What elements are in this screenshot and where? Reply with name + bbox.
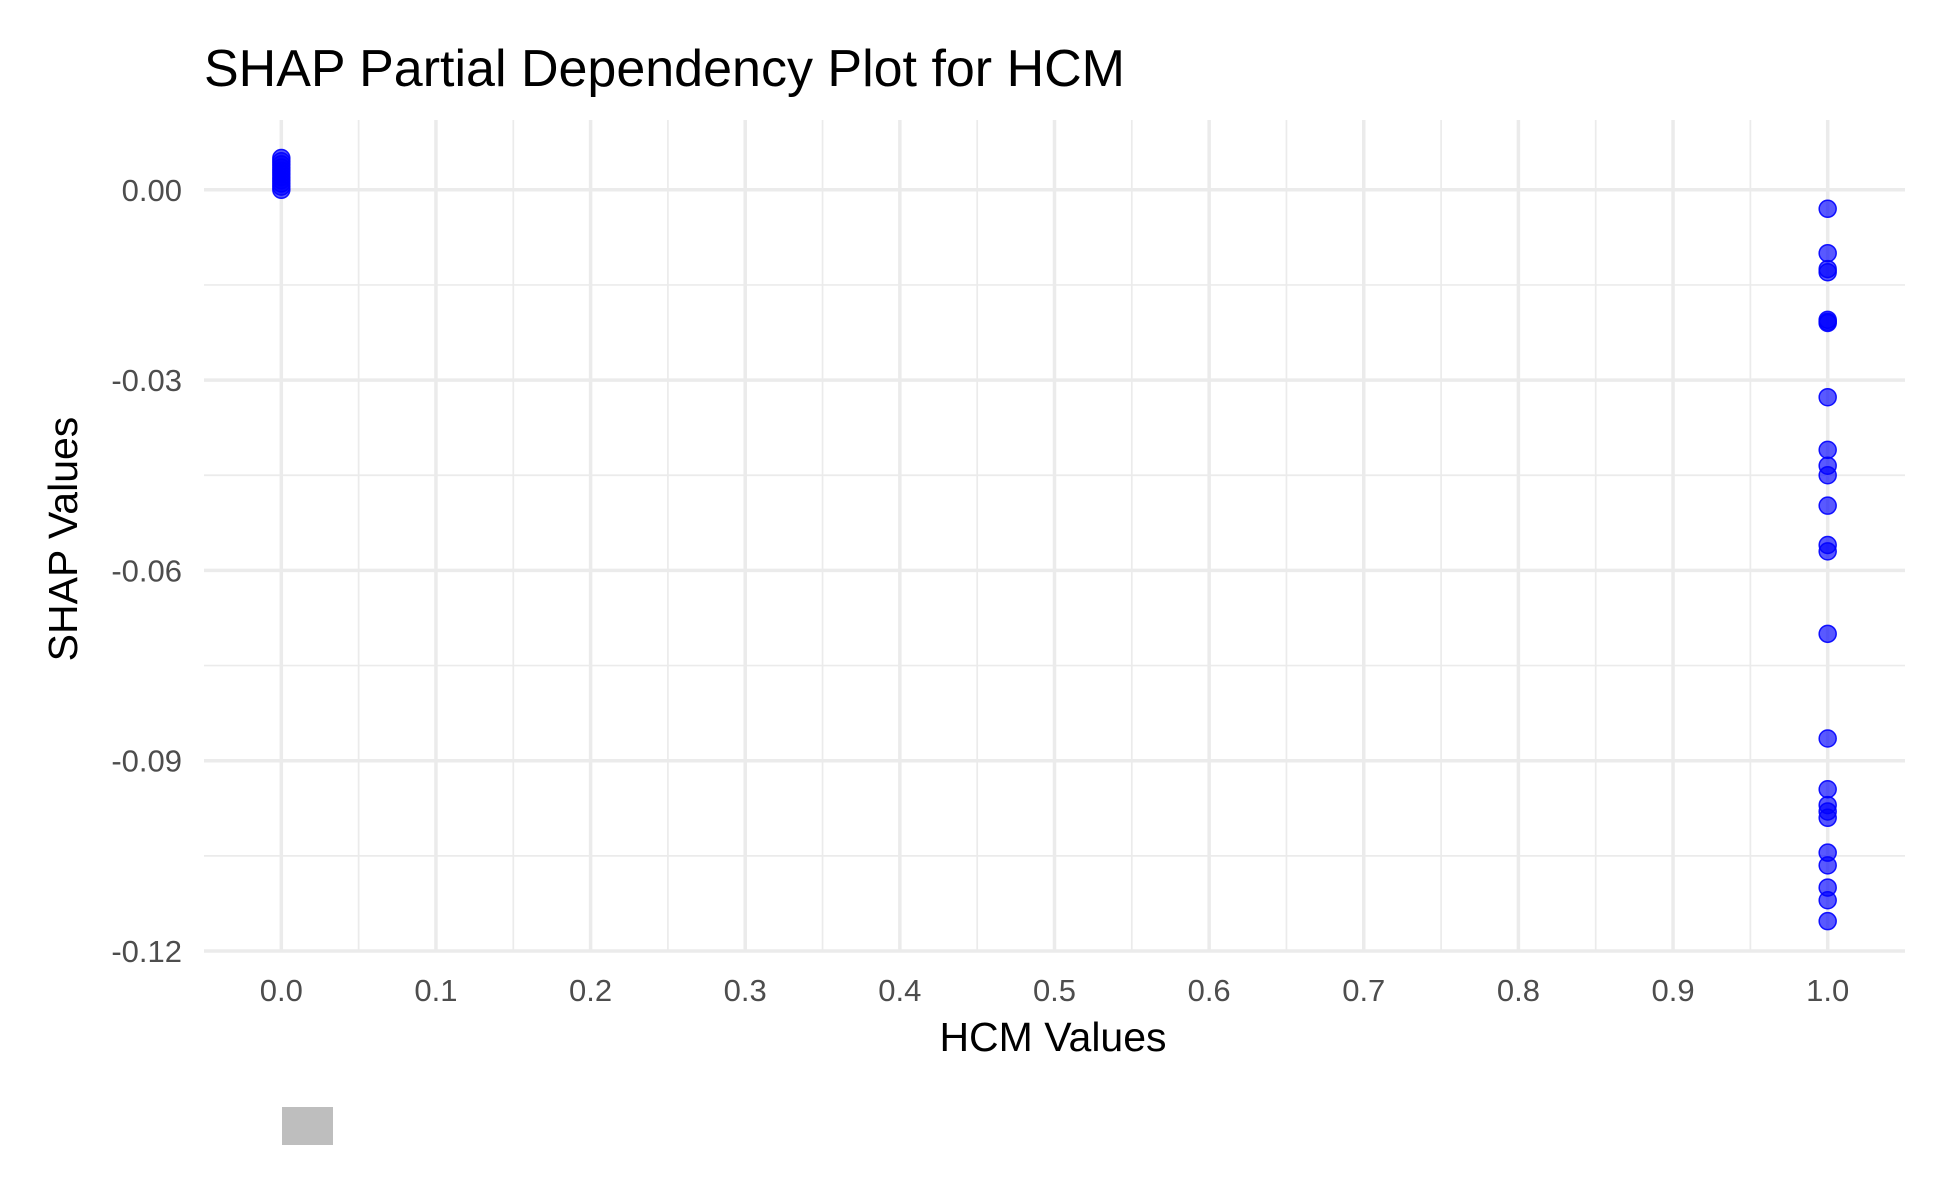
x-tick-label: 0.0 bbox=[260, 973, 303, 1008]
data-point bbox=[1818, 199, 1837, 219]
x-tick-label: 0.4 bbox=[878, 973, 921, 1008]
y-tick-label: -0.03 bbox=[111, 363, 182, 398]
data-point bbox=[1818, 440, 1837, 460]
x-tick-label: 0.6 bbox=[1188, 973, 1231, 1008]
x-tick-label: 0.1 bbox=[414, 973, 457, 1008]
data-point bbox=[1818, 808, 1837, 828]
y-tick-labels: 0.00 -0.03 -0.06 -0.09 -0.12 bbox=[111, 173, 182, 969]
data-point bbox=[1818, 313, 1837, 333]
x-tick-label: 0.8 bbox=[1497, 973, 1540, 1008]
data-point bbox=[1818, 891, 1837, 910]
data-point bbox=[1818, 496, 1837, 515]
data-point bbox=[1818, 387, 1837, 407]
y-axis-title: SHAP Values bbox=[40, 417, 86, 662]
data-point bbox=[1818, 262, 1837, 282]
legend-key bbox=[282, 1107, 333, 1145]
chart-title: SHAP Partial Dependency Plot for HCM bbox=[204, 40, 1125, 98]
y-tick-label: -0.12 bbox=[111, 934, 182, 969]
x-tick-label: 0.2 bbox=[569, 973, 612, 1008]
data-point bbox=[1818, 779, 1837, 799]
data-point bbox=[1818, 542, 1837, 561]
y-tick-label: 0.00 bbox=[122, 173, 182, 208]
x-tick-label: 0.9 bbox=[1651, 973, 1694, 1008]
grid bbox=[204, 120, 1905, 953]
x-tick-label: 0.3 bbox=[724, 973, 767, 1008]
data-point bbox=[1818, 465, 1837, 485]
x-tick-label: 0.7 bbox=[1342, 973, 1385, 1008]
y-tick-label: -0.09 bbox=[111, 744, 182, 779]
legend bbox=[282, 1107, 333, 1145]
data-point bbox=[1818, 856, 1837, 875]
data-point bbox=[1818, 624, 1837, 644]
data-points bbox=[272, 148, 1837, 931]
y-tick-label: -0.06 bbox=[111, 553, 182, 588]
x-tick-label: 1.0 bbox=[1806, 973, 1849, 1008]
x-axis-title: HCM Values bbox=[939, 1014, 1166, 1060]
x-tick-label: 0.5 bbox=[1033, 973, 1076, 1008]
data-point bbox=[1818, 729, 1837, 748]
x-tick-labels: 0.0 0.1 0.2 0.3 0.4 0.5 0.6 0.7 0.8 0.9 1.0 bbox=[260, 973, 1849, 1008]
data-point bbox=[272, 180, 291, 200]
data-point bbox=[1818, 911, 1837, 931]
data-point bbox=[1818, 243, 1837, 263]
